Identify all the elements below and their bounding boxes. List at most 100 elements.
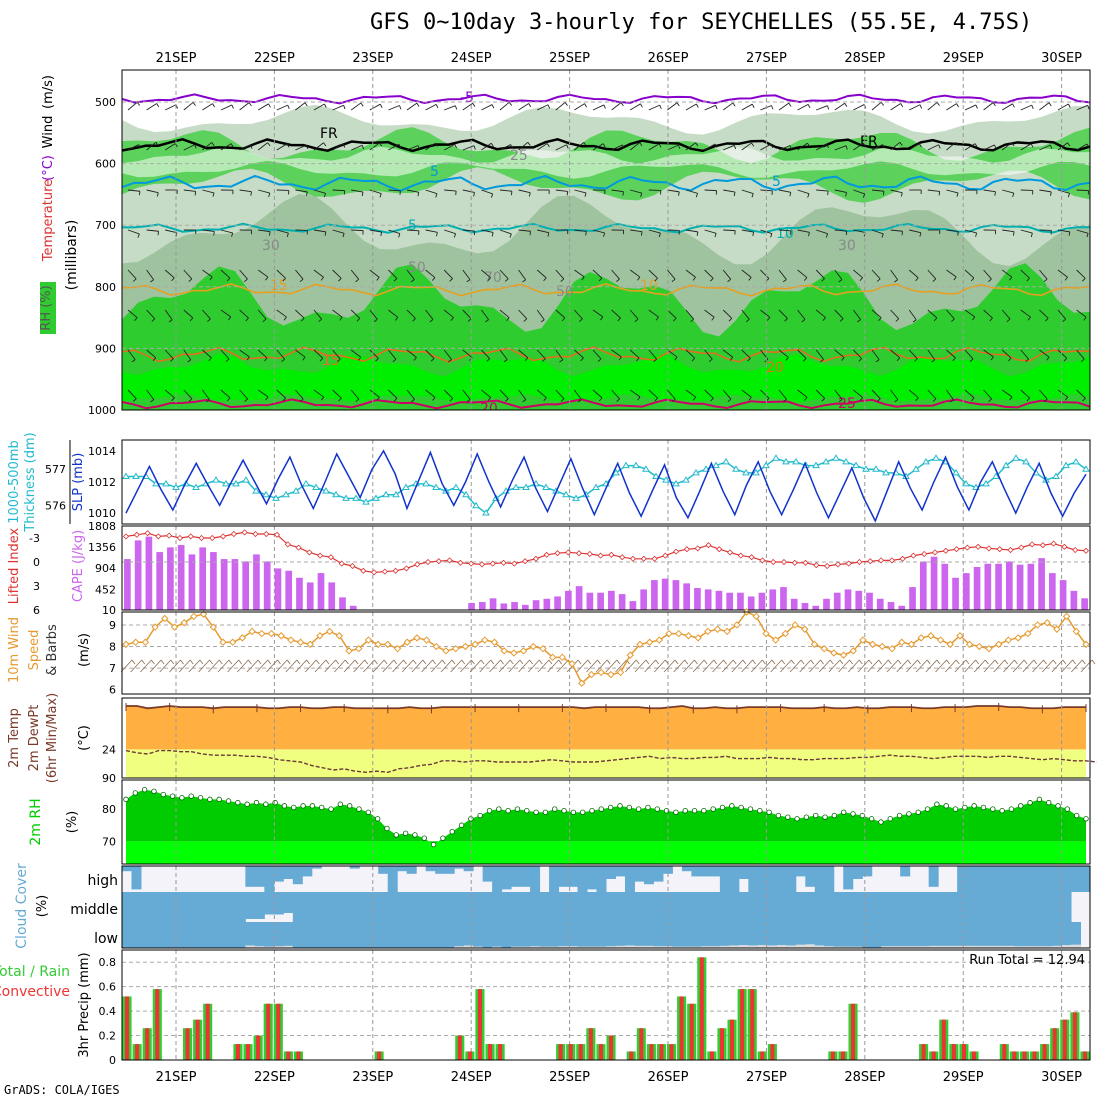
rh-band-90 bbox=[122, 353, 1090, 403]
thickness-line-point bbox=[1012, 454, 1020, 461]
cloud-high-cell bbox=[843, 866, 854, 890]
wind-barb bbox=[202, 142, 213, 151]
wind-barb bbox=[629, 142, 640, 151]
thickness-line-point bbox=[282, 490, 290, 498]
wind-barb bbox=[890, 269, 899, 280]
thickness-tick-label: 576 bbox=[45, 500, 66, 513]
wind-barb-10m-flag bbox=[315, 659, 320, 665]
rh2m-point bbox=[691, 807, 698, 814]
cloud-low-cell bbox=[131, 922, 142, 948]
wind-barb bbox=[685, 349, 696, 359]
wind-barb-flag bbox=[695, 193, 698, 198]
cape-bar bbox=[317, 573, 325, 610]
thickness-line-point bbox=[422, 479, 430, 487]
cloud-middle-cell bbox=[169, 892, 180, 922]
wind-barb-10m-flag bbox=[878, 659, 882, 665]
wind-barb-flag bbox=[1031, 104, 1034, 109]
wind-barb bbox=[946, 142, 957, 151]
wind-barb-flag bbox=[171, 397, 175, 402]
cloud-high-cell bbox=[643, 866, 654, 885]
cloud-middle-cell bbox=[881, 892, 892, 922]
wind-barb-flag bbox=[732, 102, 736, 107]
lifted-index-point bbox=[241, 529, 248, 536]
wind-barb bbox=[555, 102, 566, 111]
wind-barb bbox=[704, 349, 713, 360]
wind-barb-flag bbox=[807, 104, 811, 109]
wind-speed-line-point bbox=[878, 642, 887, 651]
wind-barb bbox=[1020, 143, 1032, 151]
wind-barb-flag bbox=[640, 103, 643, 108]
wind-barb bbox=[834, 229, 847, 232]
wind-barb-flag bbox=[1026, 277, 1030, 282]
pressure-tick-label: 1000 bbox=[88, 404, 116, 417]
wind-barb-flag bbox=[466, 279, 471, 283]
thickness-line-point bbox=[332, 490, 340, 498]
cape-bar bbox=[253, 554, 260, 610]
wind-barb bbox=[722, 269, 732, 280]
cape-bar bbox=[1081, 598, 1088, 610]
cloud-low-cell bbox=[606, 922, 616, 948]
wind-barb-flag bbox=[132, 278, 137, 282]
contour-label: 70 bbox=[484, 270, 502, 286]
cloud-middle-cell bbox=[909, 892, 920, 922]
cloud-high-cell bbox=[406, 866, 417, 874]
wind-barb-10m bbox=[615, 659, 627, 673]
lifted-index-point bbox=[446, 557, 453, 564]
wind-barb-flag bbox=[547, 232, 550, 237]
lifted-index-point bbox=[122, 533, 130, 540]
wind-barb-flag bbox=[622, 144, 625, 149]
rh2m-point bbox=[319, 804, 325, 811]
lifted-index-point bbox=[306, 549, 313, 556]
wind-barb bbox=[797, 189, 810, 195]
wind-barb bbox=[257, 349, 268, 359]
wind-barb-10m-flag bbox=[248, 659, 252, 665]
precip-convective-bar bbox=[578, 1044, 583, 1060]
rh2m-point bbox=[272, 799, 278, 806]
wind-speed-line-point bbox=[258, 629, 266, 638]
wind-barb-flag bbox=[416, 102, 420, 107]
wind-barb bbox=[1057, 189, 1070, 194]
wind-barb bbox=[388, 189, 401, 192]
wind-barb-10m bbox=[363, 659, 375, 673]
rh2m-point bbox=[775, 812, 782, 819]
wind-barb-10m bbox=[847, 659, 860, 673]
cloud-low-gap bbox=[454, 946, 465, 948]
wind-barb bbox=[351, 144, 363, 151]
wind-barb-flag bbox=[392, 358, 397, 363]
wind-barb bbox=[351, 229, 364, 232]
wind-speed-line-point bbox=[820, 644, 828, 653]
wind-speed-line-point bbox=[306, 640, 314, 649]
wind-speed-line-point bbox=[1062, 612, 1071, 621]
cloud-low-gap bbox=[596, 946, 607, 948]
wind-barb-flag bbox=[1087, 105, 1090, 110]
wind-barb-flag bbox=[510, 144, 513, 149]
cloud-low-gap bbox=[558, 946, 569, 948]
cloud-middle-cell bbox=[1023, 892, 1034, 922]
wind-speed-line-point bbox=[626, 651, 634, 659]
wind-barb-flag bbox=[339, 316, 343, 321]
cloud-low-cell bbox=[245, 922, 256, 948]
cape-bar bbox=[586, 592, 594, 610]
lifted-index-point bbox=[414, 561, 421, 568]
wind-barb-10m bbox=[809, 659, 821, 673]
cloud-high-cell bbox=[425, 866, 436, 872]
wind-barb-10m-flag bbox=[286, 659, 291, 665]
wind-barb-flag bbox=[919, 104, 923, 109]
thickness-line-point bbox=[722, 457, 730, 465]
wind-barb-10m-flag bbox=[500, 659, 504, 665]
lifted-index-point bbox=[489, 560, 496, 567]
wind-barb-flag bbox=[209, 276, 213, 281]
wind-barb-flag bbox=[250, 144, 253, 149]
lifted-index-point bbox=[1061, 543, 1068, 550]
wind-barb bbox=[797, 229, 810, 233]
wind-barb-flag bbox=[876, 278, 881, 282]
wind-barb-flag bbox=[1067, 142, 1071, 147]
wind-barb bbox=[1039, 144, 1051, 151]
wind-barb bbox=[667, 189, 680, 193]
cloud-low-cell bbox=[966, 922, 977, 948]
precip-convective-bar bbox=[185, 1028, 190, 1060]
wind-barb-10m-flag bbox=[490, 659, 495, 665]
cape-bar bbox=[306, 582, 314, 610]
lifted-index-point bbox=[500, 559, 507, 566]
cloud-high-cell bbox=[463, 866, 474, 872]
